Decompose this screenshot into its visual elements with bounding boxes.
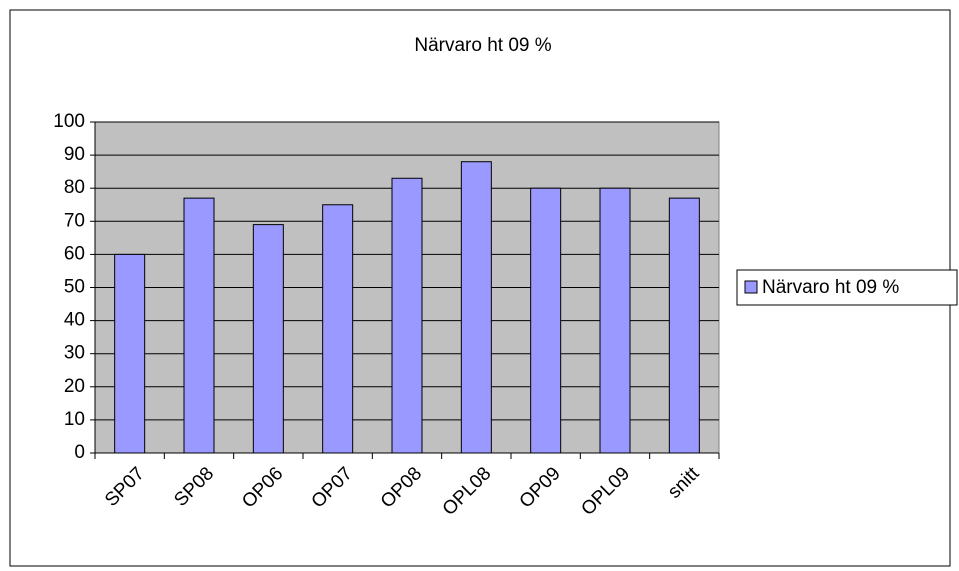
legend-label: Närvaro ht 09 % [762,277,899,298]
y-tick-label: 40 [64,310,85,331]
y-tick-label: 100 [53,111,85,132]
bar [114,253,146,454]
y-tick-label: 60 [64,243,85,264]
bar [252,224,284,454]
bar [183,197,215,454]
bar [530,187,562,454]
y-tick-label: 90 [64,144,85,165]
bar [322,204,354,454]
y-tick-label: 30 [64,343,85,364]
bar [460,161,492,454]
bar [599,187,631,454]
y-tick-label: 10 [64,409,85,430]
bar [668,197,700,454]
y-tick-label: 0 [74,442,85,463]
y-tick-label: 80 [64,177,85,198]
bar [391,177,423,454]
y-tick-label: 20 [64,376,85,397]
legend-box [736,269,958,306]
legend-swatch [744,280,758,294]
y-tick-label: 70 [64,210,85,231]
y-tick-label: 50 [64,277,85,298]
chart-title: Närvaro ht 09 % [414,35,551,56]
